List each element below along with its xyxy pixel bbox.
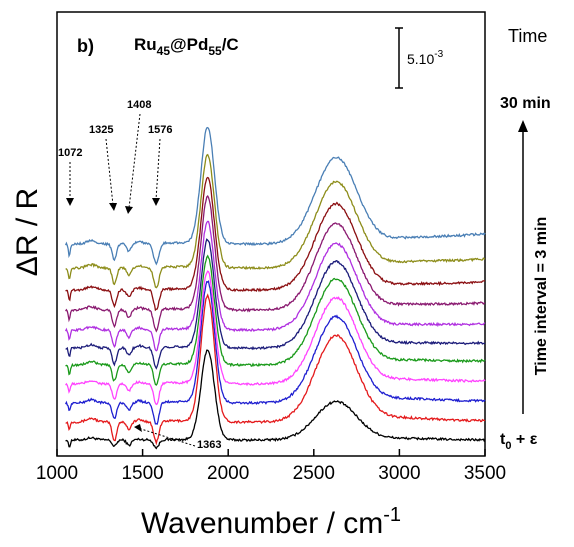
x-tick-label: 2000: [207, 463, 249, 484]
scale-bar-main: 5.10: [407, 51, 434, 67]
series-line-4: [65, 254, 486, 386]
time-arrow-head: [518, 120, 528, 132]
right-label-top: 30 min: [500, 95, 551, 112]
annotation-1363: 1363: [197, 439, 221, 451]
right-label-bottom-sub: 0: [505, 440, 511, 452]
arrowhead-1325: [109, 203, 117, 211]
arrow-1325: [105, 138, 114, 206]
plot-frame: [56, 11, 486, 457]
title-end: /C: [222, 35, 239, 54]
right-label-bottom: t0 + ε: [500, 431, 538, 452]
annotation-arrowheads: [66, 198, 160, 432]
x-tick-label: 1500: [121, 463, 163, 484]
annotation-arrows: [69, 113, 196, 447]
right-label-interval: Time interval = 3 min: [533, 217, 550, 375]
series-line-0: [65, 349, 486, 450]
annotation-1408: 1408: [127, 99, 151, 111]
series-line-7: [65, 195, 486, 333]
panel-label: b): [77, 36, 94, 56]
title-sub2: 55: [208, 44, 222, 58]
arrowhead-1576: [152, 198, 160, 206]
title-mid: @Pd: [170, 35, 208, 54]
x-tick-label: 1000: [36, 463, 78, 484]
series-line-8: [65, 176, 486, 312]
right-label-bottom-end: + ε: [511, 431, 537, 448]
annotation-1325: 1325: [89, 124, 113, 136]
title-sub1: 45: [157, 44, 171, 58]
annotation-1576: 1576: [148, 124, 172, 136]
x-tick-label: 3000: [378, 463, 420, 484]
x-tick-label: 3500: [464, 463, 506, 484]
scale-bar-label: 5.10-3: [407, 49, 444, 67]
right-label-time: Time: [508, 26, 547, 46]
arrow-1408: [128, 113, 141, 209]
series-line-2: [65, 280, 486, 425]
series-group: [65, 126, 486, 450]
right-label-bottom-main: t: [500, 431, 506, 448]
title-main: Ru: [134, 35, 157, 54]
x-axis-label-main: Wavenumber / cm: [141, 507, 383, 540]
arrowhead-1408: [125, 206, 133, 214]
chart-title: Ru45@Pd55/C: [134, 35, 239, 58]
x-axis-label: Wavenumber / cm-1: [141, 504, 401, 540]
scale-bar-sup: -3: [434, 49, 443, 60]
annotation-1072: 1072: [58, 147, 82, 159]
series-line-10: [65, 126, 486, 266]
x-tick-label: 2500: [293, 463, 335, 484]
series-line-5: [65, 238, 486, 370]
arrow-1576: [155, 138, 161, 201]
series-line-6: [65, 220, 486, 352]
series-line-3: [65, 270, 486, 406]
x-axis-label-sup: -1: [383, 504, 401, 526]
series-line-9: [65, 153, 486, 289]
series-line-1: [65, 293, 486, 446]
arrowhead-1363: [134, 424, 142, 432]
y-axis-label: ΔR / R: [11, 188, 44, 276]
x-ticks: 1000 1500 2000 2500 3000 3500: [36, 449, 506, 484]
arrow-1363: [137, 427, 196, 447]
arrowhead-1072: [66, 198, 74, 206]
